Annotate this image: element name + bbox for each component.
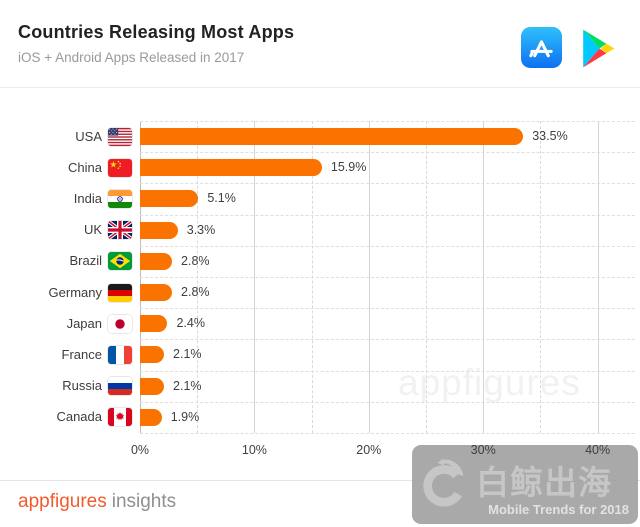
bar-row-russia: Russia 2.1%	[0, 371, 640, 402]
x-axis-tick: 30%	[470, 443, 496, 457]
bar-value-label: 15.9%	[330, 160, 367, 175]
svg-text:★: ★	[109, 159, 117, 169]
google-play-icon	[574, 26, 619, 76]
horizontal-gridline	[140, 277, 635, 278]
bar-value-label: 2.1%	[173, 378, 202, 393]
flag-de-icon	[108, 283, 132, 302]
bar-row-brazil: Brazil 2.8%	[0, 246, 640, 277]
flag-ru-icon	[108, 377, 132, 396]
x-axis-tick: 0%	[130, 443, 150, 457]
bar-value-label: 33.5%	[532, 129, 568, 144]
horizontal-gridline	[140, 433, 635, 434]
flag-fr-icon	[108, 345, 132, 364]
flag-gb-icon	[108, 221, 132, 240]
bar-china	[140, 159, 322, 177]
country-label: UK	[83, 222, 102, 238]
bar-value-label: 2.8%	[181, 253, 210, 268]
bar-row-germany: Germany 2.8%	[0, 277, 640, 308]
flag-ca-icon	[108, 408, 132, 427]
bar-uk	[140, 221, 178, 239]
bar-germany	[140, 284, 173, 302]
chart-title: Countries Releasing Most Apps	[18, 22, 295, 42]
x-axis-tick: 10%	[241, 443, 267, 457]
horizontal-gridline	[140, 245, 635, 247]
bar-india	[140, 190, 199, 208]
bar-usa	[140, 128, 524, 146]
bar-row-usa: USA 33.5%	[0, 121, 640, 152]
flag-jp-icon	[108, 314, 132, 333]
bar-value-label: 2.4%	[176, 316, 205, 331]
horizontal-gridline	[140, 308, 635, 310]
bar-value-label: 2.8%	[181, 285, 210, 300]
watermark-overlay-box: 白鲸出海 Mobile Trends for 2018	[412, 445, 638, 524]
flag-in-icon	[108, 189, 132, 208]
bar-row-india: India 5.1%	[0, 183, 640, 214]
watermark-caption: Mobile Trends for 2018	[488, 502, 629, 517]
country-label: France	[61, 346, 102, 362]
bar-value-label: 3.3%	[186, 222, 216, 237]
horizontal-gridline	[140, 152, 635, 154]
x-axis-tick: 20%	[356, 443, 382, 457]
footer-divider	[0, 480, 640, 481]
bar-row-china: China ★ 15.9%	[0, 152, 640, 183]
header-divider	[0, 87, 640, 88]
app-store-icon	[521, 27, 562, 73]
dolphin-logo-icon	[418, 456, 472, 515]
flag-br-icon	[108, 252, 132, 271]
country-label: Russia	[62, 378, 102, 394]
country-label: Germany	[48, 284, 102, 300]
country-label: Japan	[66, 315, 102, 331]
footer-logo: appfigures insights	[18, 491, 176, 513]
horizontal-gridline	[140, 339, 635, 341]
bar-canada	[140, 408, 162, 426]
bar-value-label: 1.9%	[170, 409, 200, 424]
horizontal-gridline	[140, 183, 635, 185]
footer-suffix-text: insights	[111, 491, 177, 512]
appfigures-chart-watermark: appfigures	[398, 362, 581, 403]
horizontal-gridline	[140, 370, 635, 372]
flag-us-icon	[108, 127, 132, 146]
footer-brand-text: appfigures	[18, 491, 107, 512]
bar-france	[140, 346, 165, 364]
flag-cn-icon: ★	[108, 158, 132, 177]
bar-row-uk: UK 3.3%	[0, 215, 640, 246]
horizontal-gridline	[140, 401, 635, 403]
chart-subtitle: iOS + Android Apps Released in 2017	[18, 50, 245, 65]
bar-russia	[140, 377, 165, 395]
bar-row-japan: Japan 2.4%	[0, 308, 640, 339]
x-axis-tick: 40%	[585, 443, 611, 457]
horizontal-gridline	[140, 121, 635, 122]
watermark-brand-cn: 白鲸出海	[476, 464, 612, 501]
country-label: USA	[75, 128, 102, 144]
bar-value-label: 2.1%	[173, 347, 202, 362]
bar-row-france: France 2.1%	[0, 339, 640, 370]
country-label: Brazil	[69, 253, 102, 269]
country-label: India	[73, 190, 102, 206]
bar-value-label: 5.1%	[207, 191, 236, 206]
horizontal-gridline	[140, 214, 635, 216]
country-label: China	[68, 159, 102, 175]
bar-japan	[140, 315, 168, 333]
bar-brazil	[140, 252, 173, 270]
country-label: Canada	[56, 409, 102, 425]
bar-row-canada: Canada 1.9%	[0, 402, 640, 433]
